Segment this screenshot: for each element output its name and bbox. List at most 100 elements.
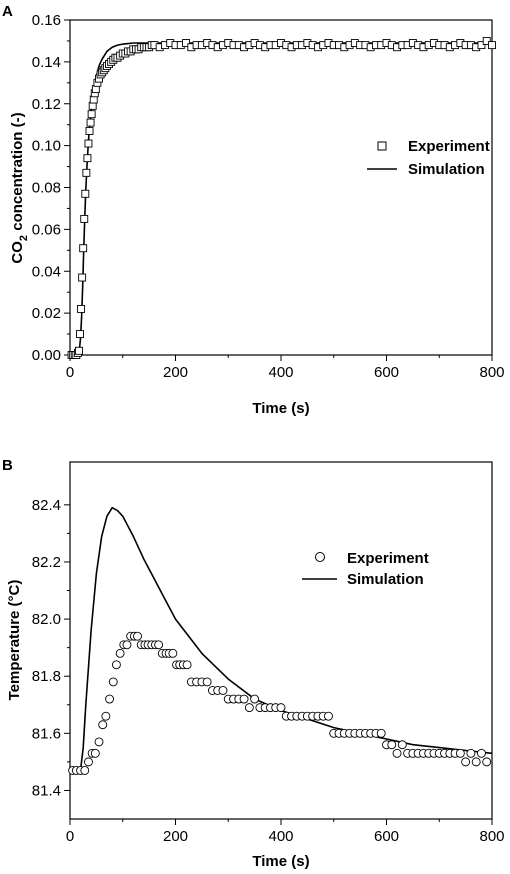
panel-b: B 81.4 81.6 81.8 82.0 82.2 82.4 0 200 400 600 800…	[2, 457, 505, 870]
panel-a-experiment-point	[477, 41, 486, 50]
panel-b-x-tick-label: 400	[268, 828, 293, 845]
panel-a-legend-simulation-label: Simulation	[408, 161, 485, 178]
panel-b-experiment-point	[477, 748, 486, 758]
panel-a-legend-experiment-label: Experiment	[408, 138, 490, 155]
panel-b-experiment-point	[471, 757, 481, 767]
panel-b-experiment-point	[115, 648, 125, 658]
panel-b-experiment-point	[392, 748, 402, 758]
panel-a-experiment-point	[86, 118, 95, 127]
panel-a-experiment-point	[82, 168, 91, 177]
panel-b-experiment-point	[397, 740, 407, 750]
panel-a-legend: Experiment Simulation	[367, 138, 490, 178]
panel-b-experiment-point	[244, 703, 254, 713]
panel-b-legend-experiment-label: Experiment	[347, 550, 429, 567]
panel-b-legend: Experiment Simulation	[302, 550, 429, 588]
panel-a-y-tick-label: 0.04	[32, 263, 61, 280]
panel-b-experiment-point	[461, 757, 471, 767]
panel-a-y-tick-label: 0.00	[32, 347, 61, 364]
panel-b-experiment-point	[94, 737, 104, 747]
panel-a-x-tick-label: 400	[268, 364, 293, 381]
panel-b-experiment-point	[111, 660, 121, 670]
panel-a-ylabel-sub: 2	[18, 235, 30, 241]
panel-a-experiment-point	[182, 39, 191, 47]
panel-a-experiment-point	[87, 110, 96, 119]
panel-a-experiment-point	[79, 244, 88, 253]
panel-b-experiment-point	[202, 677, 212, 687]
panel-a-y-tick-label: 0.02	[32, 305, 61, 322]
panel-b-legend-simulation-label: Simulation	[347, 571, 424, 588]
panel-a-label: A	[2, 3, 13, 20]
panel-b-experiment-point	[133, 631, 142, 641]
panel-a-experiment-point	[78, 273, 87, 282]
panel-b-y-tick-label: 81.6	[32, 725, 61, 742]
panel-a-y-tick-label: 0.10	[32, 138, 61, 155]
panel-a-experiment-point	[83, 154, 92, 163]
panel-b-experiment-point	[376, 728, 386, 738]
panel-b-label: B	[2, 457, 13, 474]
panel-a-simulation-line	[70, 42, 492, 356]
panel-a-x-axis: 0 200 400 600 800	[66, 355, 505, 381]
panel-a-plot-frame	[69, 19, 493, 356]
panel-b-experiment-point	[239, 694, 249, 704]
panel-b-x-axis-title: Time (s)	[252, 853, 309, 870]
panel-b-experiment-point	[455, 748, 465, 758]
panel-a-data	[67, 36, 496, 359]
panel-b-legend-experiment-marker	[315, 552, 325, 562]
panel-b-y-axis: 81.4 81.6 81.8 82.0 82.2 82.4	[32, 497, 70, 799]
panel-b-x-tick-label: 600	[374, 828, 399, 845]
panel-b-y-tick-label: 81.8	[32, 668, 61, 685]
panel-b-experiment-point	[182, 660, 192, 670]
panel-b-experiment-point	[387, 740, 397, 750]
panel-b-experiment-point	[218, 686, 228, 695]
panel-b-experiment-point	[250, 694, 260, 704]
panel-b-y-tick-label: 82.2	[32, 554, 61, 571]
panel-a-experiment-point	[81, 189, 90, 198]
panel-a-ylabel-rest: concentration (-)	[9, 112, 26, 235]
panel-b-experiment-point	[101, 711, 111, 721]
panel-b-y-tick-label: 82.0	[32, 611, 61, 628]
panel-a-ylabel-main: CO	[9, 241, 26, 264]
panel-b-y-tick-label: 82.4	[32, 497, 61, 514]
panel-a-experiment-point	[84, 139, 93, 148]
panel-b-experiment-point	[84, 757, 93, 767]
panel-a-y-tick-label: 0.12	[32, 96, 61, 113]
panel-a-legend-experiment-marker	[377, 141, 387, 151]
panel-a-x-tick-label: 200	[163, 364, 188, 381]
panel-b-experiment-point	[276, 703, 286, 713]
panel-a-y-tick-label: 0.14	[32, 54, 61, 71]
panel-b-experiment-point	[324, 711, 333, 721]
panel-a-experiment-point	[75, 346, 83, 355]
panel-a-experiment-point	[77, 304, 86, 313]
panel-b-experiment-point	[98, 720, 108, 730]
panel-a-x-axis-title: Time (s)	[252, 400, 309, 417]
panel-a-experiment-point	[85, 127, 94, 135]
panel-b-x-tick-label: 200	[163, 828, 188, 845]
panel-b-y-tick-label: 81.4	[32, 782, 61, 799]
panel-a-experiment-point	[488, 41, 496, 50]
panel-b-experiment-point	[90, 748, 100, 758]
panel-b-experiment-point	[122, 640, 132, 650]
panel-b-experiment-point	[168, 648, 178, 658]
panel-b-experiment-point	[482, 757, 492, 767]
panel-b-data	[68, 506, 493, 775]
panel-b-y-axis-title: Temperature (°C)	[6, 580, 23, 701]
panel-a: A 0.00 0.02 0.04 0.06 0.08 0.10 0.12 0.14 0.16 0…	[2, 3, 505, 417]
panel-b-experiment-point	[466, 748, 476, 758]
panel-a-y-tick-label: 0.08	[32, 180, 61, 197]
panel-b-experiment-point	[105, 694, 115, 704]
panel-a-x-tick-label: 600	[374, 364, 399, 381]
panel-b-x-tick-label: 800	[479, 828, 504, 845]
panel-a-experiment-point	[80, 214, 89, 223]
panel-a-y-tick-label: 0.06	[32, 221, 61, 238]
panel-b-experiment-point	[108, 677, 118, 687]
panel-b-experiment-point	[154, 640, 164, 650]
panel-a-experiment-point	[76, 330, 84, 339]
panel-a-x-tick-label: 0	[66, 364, 74, 381]
panel-b-experiment-point	[80, 765, 90, 775]
panel-b-x-tick-label: 0	[66, 828, 74, 845]
panel-b-x-axis: 0 200 400 600 800	[66, 819, 505, 845]
panel-a-y-axis: 0.00 0.02 0.04 0.06 0.08 0.10 0.12 0.14 0.16	[32, 12, 70, 364]
panel-a-y-tick-label: 0.16	[32, 12, 61, 29]
panel-a-x-tick-label: 800	[479, 364, 504, 381]
